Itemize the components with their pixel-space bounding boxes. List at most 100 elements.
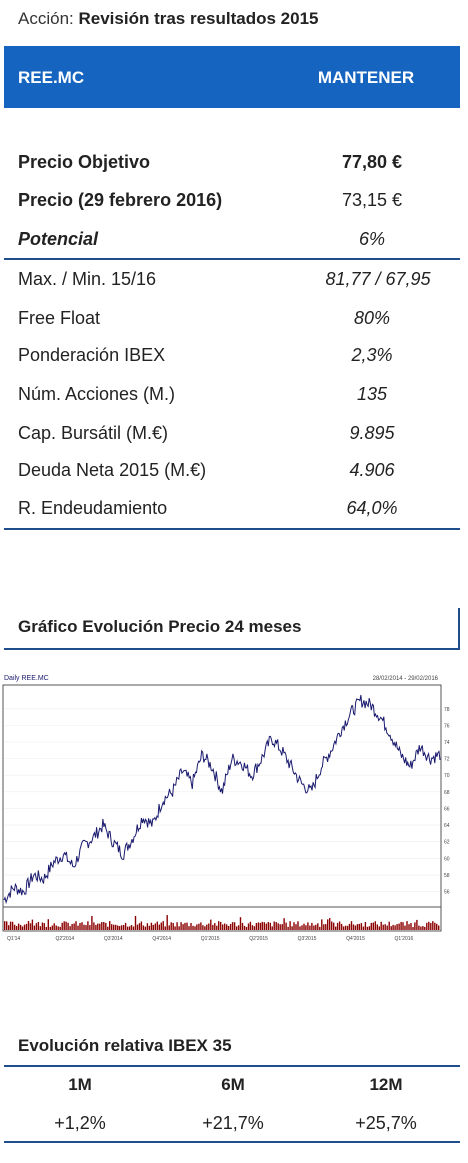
- volume-bar: [372, 922, 374, 930]
- stat-row: Max. / Min. 15/16 81,77 / 67,95: [18, 269, 458, 293]
- volume-bar: [128, 926, 131, 930]
- volume-bar: [428, 921, 430, 930]
- volume-bar: [243, 925, 246, 930]
- volume-bar: [340, 923, 343, 930]
- volume-bar: [390, 926, 392, 930]
- volume-bar: [154, 923, 156, 930]
- volume-bar: [224, 923, 226, 930]
- volume-bar: [180, 922, 182, 930]
- ticker: REE.MC: [18, 68, 85, 87]
- report-title: Acción: Revisión tras resultados 2015: [18, 9, 319, 29]
- volume-bar: [394, 925, 396, 930]
- stat-value: 135: [356, 384, 388, 404]
- volume-bar: [206, 924, 208, 930]
- volume-bar: [37, 922, 40, 930]
- volume-bar: [319, 926, 321, 930]
- y-tick-label: 78: [444, 707, 450, 713]
- rating: MANTENER: [317, 68, 415, 87]
- volume-bar: [333, 922, 335, 930]
- volume-bar: [315, 924, 317, 930]
- volume-bar: [283, 918, 285, 930]
- volume-bar: [295, 924, 297, 930]
- volume-bar: [158, 924, 160, 930]
- volume-bar: [336, 922, 339, 930]
- series-label: Daily REE.MC: [4, 675, 49, 682]
- volume-bar: [370, 922, 372, 930]
- volume-bar: [275, 922, 277, 930]
- stat-value: 4.906: [349, 460, 395, 480]
- volume-bar: [342, 926, 345, 930]
- price-chart-svg: Daily REE.MC 28/02/2014 - 29/02/2016 Q1'…: [2, 675, 450, 942]
- volume-bar: [327, 919, 329, 930]
- volume-bar: [412, 927, 414, 930]
- volume-bar: [150, 922, 153, 930]
- volume-bar: [208, 923, 210, 930]
- volume-bar: [117, 925, 119, 930]
- divider: [458, 608, 460, 648]
- metric-label: Precio (29 febrero 2016): [18, 190, 223, 210]
- volume-bar: [241, 922, 244, 930]
- volume-bar: [305, 925, 307, 930]
- volume-bar: [214, 923, 216, 930]
- volume-bar: [168, 925, 170, 930]
- volume-bar: [113, 924, 115, 930]
- stat-row: Ponderación IBEX 2,3%: [18, 345, 458, 369]
- volume-bar: [398, 923, 400, 930]
- stat-value: 80%: [353, 308, 391, 328]
- volume-bar: [396, 924, 398, 930]
- volume-bar: [11, 921, 14, 930]
- volume-bar: [364, 922, 367, 930]
- volume-bar: [19, 924, 22, 930]
- volume-bar: [321, 919, 323, 930]
- x-tick-label: Q4'2015: [346, 936, 365, 942]
- volume-bar: [8, 925, 10, 930]
- volume-bar: [194, 926, 196, 930]
- y-tick-label: 62: [444, 840, 450, 846]
- volume-bar: [233, 922, 236, 930]
- volume-bar: [200, 922, 202, 930]
- volume-bar: [188, 926, 190, 930]
- volume-bar: [386, 925, 388, 930]
- volume-bar: [152, 924, 154, 930]
- volume-bar: [249, 921, 252, 930]
- volume-bar: [81, 922, 83, 930]
- volume-bar: [281, 924, 283, 930]
- volume-bar: [212, 924, 214, 930]
- volume-bar: [301, 925, 303, 930]
- stat-row: Cap. Bursátil (M.€) 9.895: [18, 423, 458, 447]
- stat-row: Free Float 80%: [18, 308, 458, 332]
- stat-label: Cap. Bursátil (M.€): [18, 423, 169, 443]
- volume-bar: [186, 922, 188, 930]
- volume-bar: [53, 923, 55, 930]
- volume-bar: [404, 925, 406, 930]
- volume-bar: [97, 923, 99, 930]
- y-tick-label: 72: [444, 757, 450, 763]
- volume-bar: [107, 926, 109, 930]
- volume-bar: [335, 926, 337, 930]
- volume-bar: [136, 924, 139, 930]
- volume-bar: [426, 922, 428, 930]
- volume-bar: [55, 925, 57, 930]
- volume-bar: [382, 924, 384, 930]
- volume-bar: [29, 923, 32, 930]
- volume-bar: [261, 921, 263, 930]
- volume-bar: [9, 921, 12, 930]
- metric-label: Precio Objetivo: [18, 152, 151, 172]
- volume-bar: [170, 922, 172, 930]
- volume-bar: [422, 926, 424, 930]
- volume-bar: [323, 924, 325, 930]
- volume-bar: [176, 922, 178, 930]
- y-tick-label: 58: [444, 873, 450, 879]
- volume-bar: [4, 921, 6, 930]
- volume-bar: [142, 925, 145, 930]
- volume-bar: [103, 922, 105, 930]
- volume-bar: [352, 924, 355, 930]
- volume-bar: [204, 926, 206, 930]
- volume-bar: [255, 923, 258, 930]
- volume-bar: [124, 922, 127, 930]
- volume-bar: [15, 926, 18, 930]
- volume-bar: [287, 926, 289, 930]
- volume-bar: [267, 922, 269, 930]
- volume-bar: [229, 923, 232, 930]
- volume-bar: [430, 923, 432, 930]
